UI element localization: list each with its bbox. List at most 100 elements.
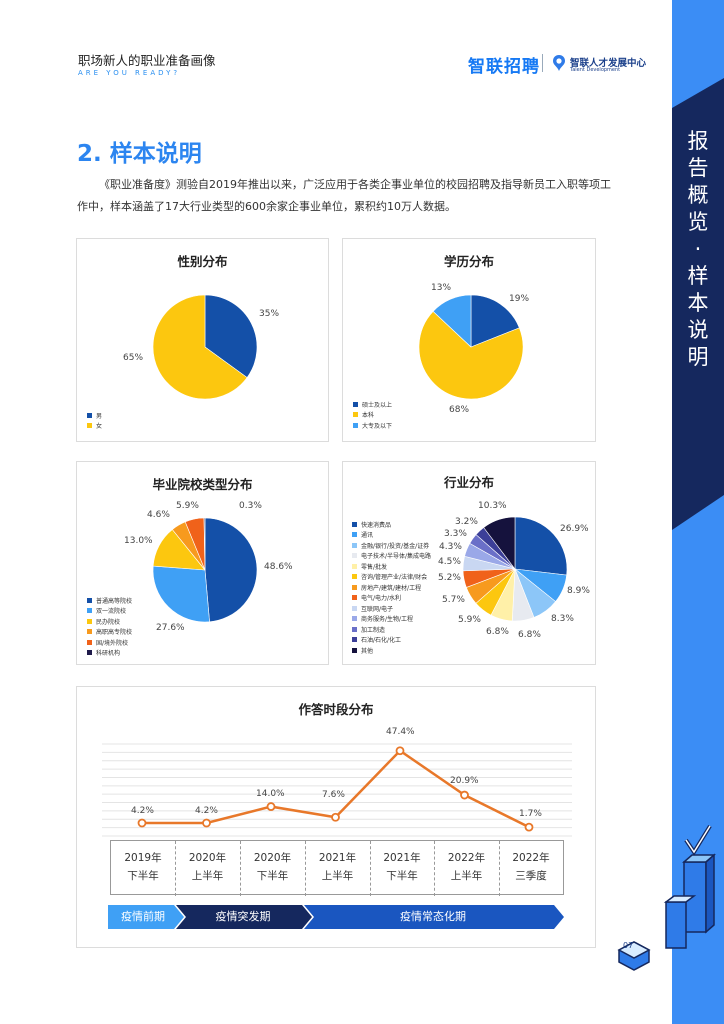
legend-item: 科研机构: [87, 648, 132, 659]
chart-title: 作答时段分布: [298, 702, 374, 717]
data-point: [395, 746, 405, 756]
pie-slice: [418, 310, 524, 400]
x-tick-label: 2020年 上半年: [188, 852, 227, 882]
pie-slice: [152, 565, 210, 623]
data-point: [524, 822, 534, 832]
page-number-badge: [617, 941, 651, 971]
pie-value-label: 6.8%: [486, 627, 509, 637]
legend-item: 双一流院校: [87, 606, 132, 617]
legend-item: 女: [87, 421, 102, 432]
pie-value-label: 4.3%: [439, 542, 462, 552]
legend-item: 电气/电力/水利: [352, 593, 431, 604]
gender-pie-chart: [152, 294, 258, 400]
logo-divider: [542, 54, 543, 72]
chart-title: 性别分布: [177, 254, 228, 269]
pie-value-label: 48.6%: [264, 562, 293, 572]
legend-item: 加工制造: [352, 624, 431, 635]
talent-center-icon: [553, 55, 565, 71]
legend-item: 石油/石化/化工: [352, 635, 431, 646]
school-type-chart-card: 毕业院校类型分布 48.6% 27.6% 13.0% 4.6% 5.9% 0.3…: [76, 461, 329, 665]
legend-item: 商务服务/生物/工程: [352, 614, 431, 625]
legend-item: 金融/银行/投资/基金/证券: [352, 540, 431, 551]
x-tick-label: 2022年 上半年: [447, 852, 486, 882]
pie-slice: [204, 517, 258, 623]
legend-item: 其他: [352, 645, 431, 656]
pie-value-label: 0.3%: [239, 501, 262, 511]
data-point: [460, 790, 469, 800]
pie-value-label: 27.6%: [156, 623, 185, 633]
data-point: [331, 812, 340, 822]
gender-chart-card: 性别分布 35% 65% 男 女: [76, 238, 329, 442]
sidebar: [672, 0, 724, 1024]
x-axis-table: 2019年 下半年 2020年 上半年 2020年 下半年 2021年 上半年 2021…: [110, 840, 564, 896]
education-pie-chart: [418, 294, 524, 400]
pie-value-label: 65%: [123, 353, 144, 363]
legend-item: 快速消费品: [352, 519, 431, 530]
x-tick-label: 2021年 上半年: [318, 852, 357, 882]
pie-slice: [514, 516, 568, 576]
pie-slice: [203, 517, 206, 571]
pie-value-label: 5.9%: [176, 501, 199, 511]
phase-outbreak: 疫情突发期: [215, 910, 271, 923]
legend-item: 电子技术/半导体/集成电路: [352, 551, 431, 562]
legend-item: 零售/批发: [352, 561, 431, 572]
pie-value-label: 13%: [431, 283, 452, 293]
header-subtitle: ARE YOU READY?: [78, 69, 181, 77]
chart-title: 毕业院校类型分布: [152, 477, 253, 492]
pie-value-label: 19%: [509, 294, 530, 304]
phase-arrows: [108, 905, 564, 929]
pie-value-label: 8.3%: [551, 614, 574, 624]
pie-value-label: 4.6%: [147, 510, 170, 520]
education-chart-card: 学历分布 19% 68% 13% 硕士及以上 本科 大专及以下: [342, 238, 596, 442]
line-value-label: 7.6%: [322, 790, 345, 800]
legend-item: 房地产/建筑/建材/工程: [352, 582, 431, 593]
line-value-label: 14.0%: [256, 789, 285, 799]
pie-slice: [152, 294, 248, 400]
legend-item: 国/境外院校: [87, 637, 132, 648]
line-value-label: 20.9%: [450, 776, 479, 786]
pie-value-label: 26.9%: [560, 524, 589, 534]
legend-item: 男: [87, 410, 102, 421]
line-value-label: 47.4%: [386, 727, 415, 737]
x-tick-label: 2020年 下半年: [253, 852, 292, 882]
phase-pre-epidemic: 疫情前期: [121, 910, 165, 923]
pie-slice: [204, 294, 258, 378]
pie-slice: [432, 294, 472, 348]
talent-center-name: 智联人才发展中心: [570, 58, 647, 69]
pie-value-label: 35%: [259, 309, 280, 319]
pie-value-label: 5.2%: [438, 573, 461, 583]
data-point: [266, 802, 276, 811]
legend-item: 普通高等院校: [87, 595, 132, 606]
pie-value-label: 13.0%: [124, 536, 153, 546]
phase-normalized: 疫情常态化期: [400, 910, 466, 923]
chart-title: 学历分布: [443, 254, 494, 269]
decorative-bars-illustration: [663, 824, 716, 949]
x-tick-label: 2019年 下半年: [124, 852, 162, 882]
line-value-label: 4.2%: [195, 806, 218, 816]
school-type-pie-chart: [152, 517, 258, 623]
pie-value-label: 8.9%: [567, 586, 590, 596]
zhilian-logo: 智联招聘: [468, 57, 540, 77]
industry-pie-chart: [462, 516, 568, 622]
chart-title: 行业分布: [443, 475, 494, 490]
data-point: [137, 818, 147, 828]
section-intro: 《职业准备度》测验自2019年推出以来，广泛应用于各类企事业单位的校园招聘及指导…: [77, 178, 611, 213]
page-number: 07: [623, 941, 634, 950]
line-value-label: 4.2%: [131, 806, 154, 816]
pie-slice: [483, 516, 516, 570]
legend-item: 咨询/管理产业/法律/财会: [352, 572, 431, 583]
pie-value-label: 5.7%: [442, 595, 465, 605]
pie-value-label: 4.5%: [438, 557, 461, 567]
pie-value-label: 6.8%: [518, 630, 541, 640]
talent-center-english: Talent Development: [570, 67, 621, 73]
industry-chart-card: 行业分布 26.9% 8.9% 8.3% 6.8% 6.8% 5.9% 5.7%…: [342, 461, 596, 665]
legend-item: 本科: [353, 410, 392, 421]
data-point: [202, 818, 211, 828]
line-value-label: 1.7%: [519, 809, 542, 819]
section-title: 2. 样本说明: [77, 141, 202, 167]
legend-item: 大专及以下: [353, 420, 392, 431]
legend-item: 民办院校: [87, 616, 132, 627]
pie-value-label: 3.2%: [455, 517, 478, 527]
pie-value-label: 68%: [449, 405, 470, 415]
x-tick-label: 2022年 三季度: [512, 852, 550, 882]
